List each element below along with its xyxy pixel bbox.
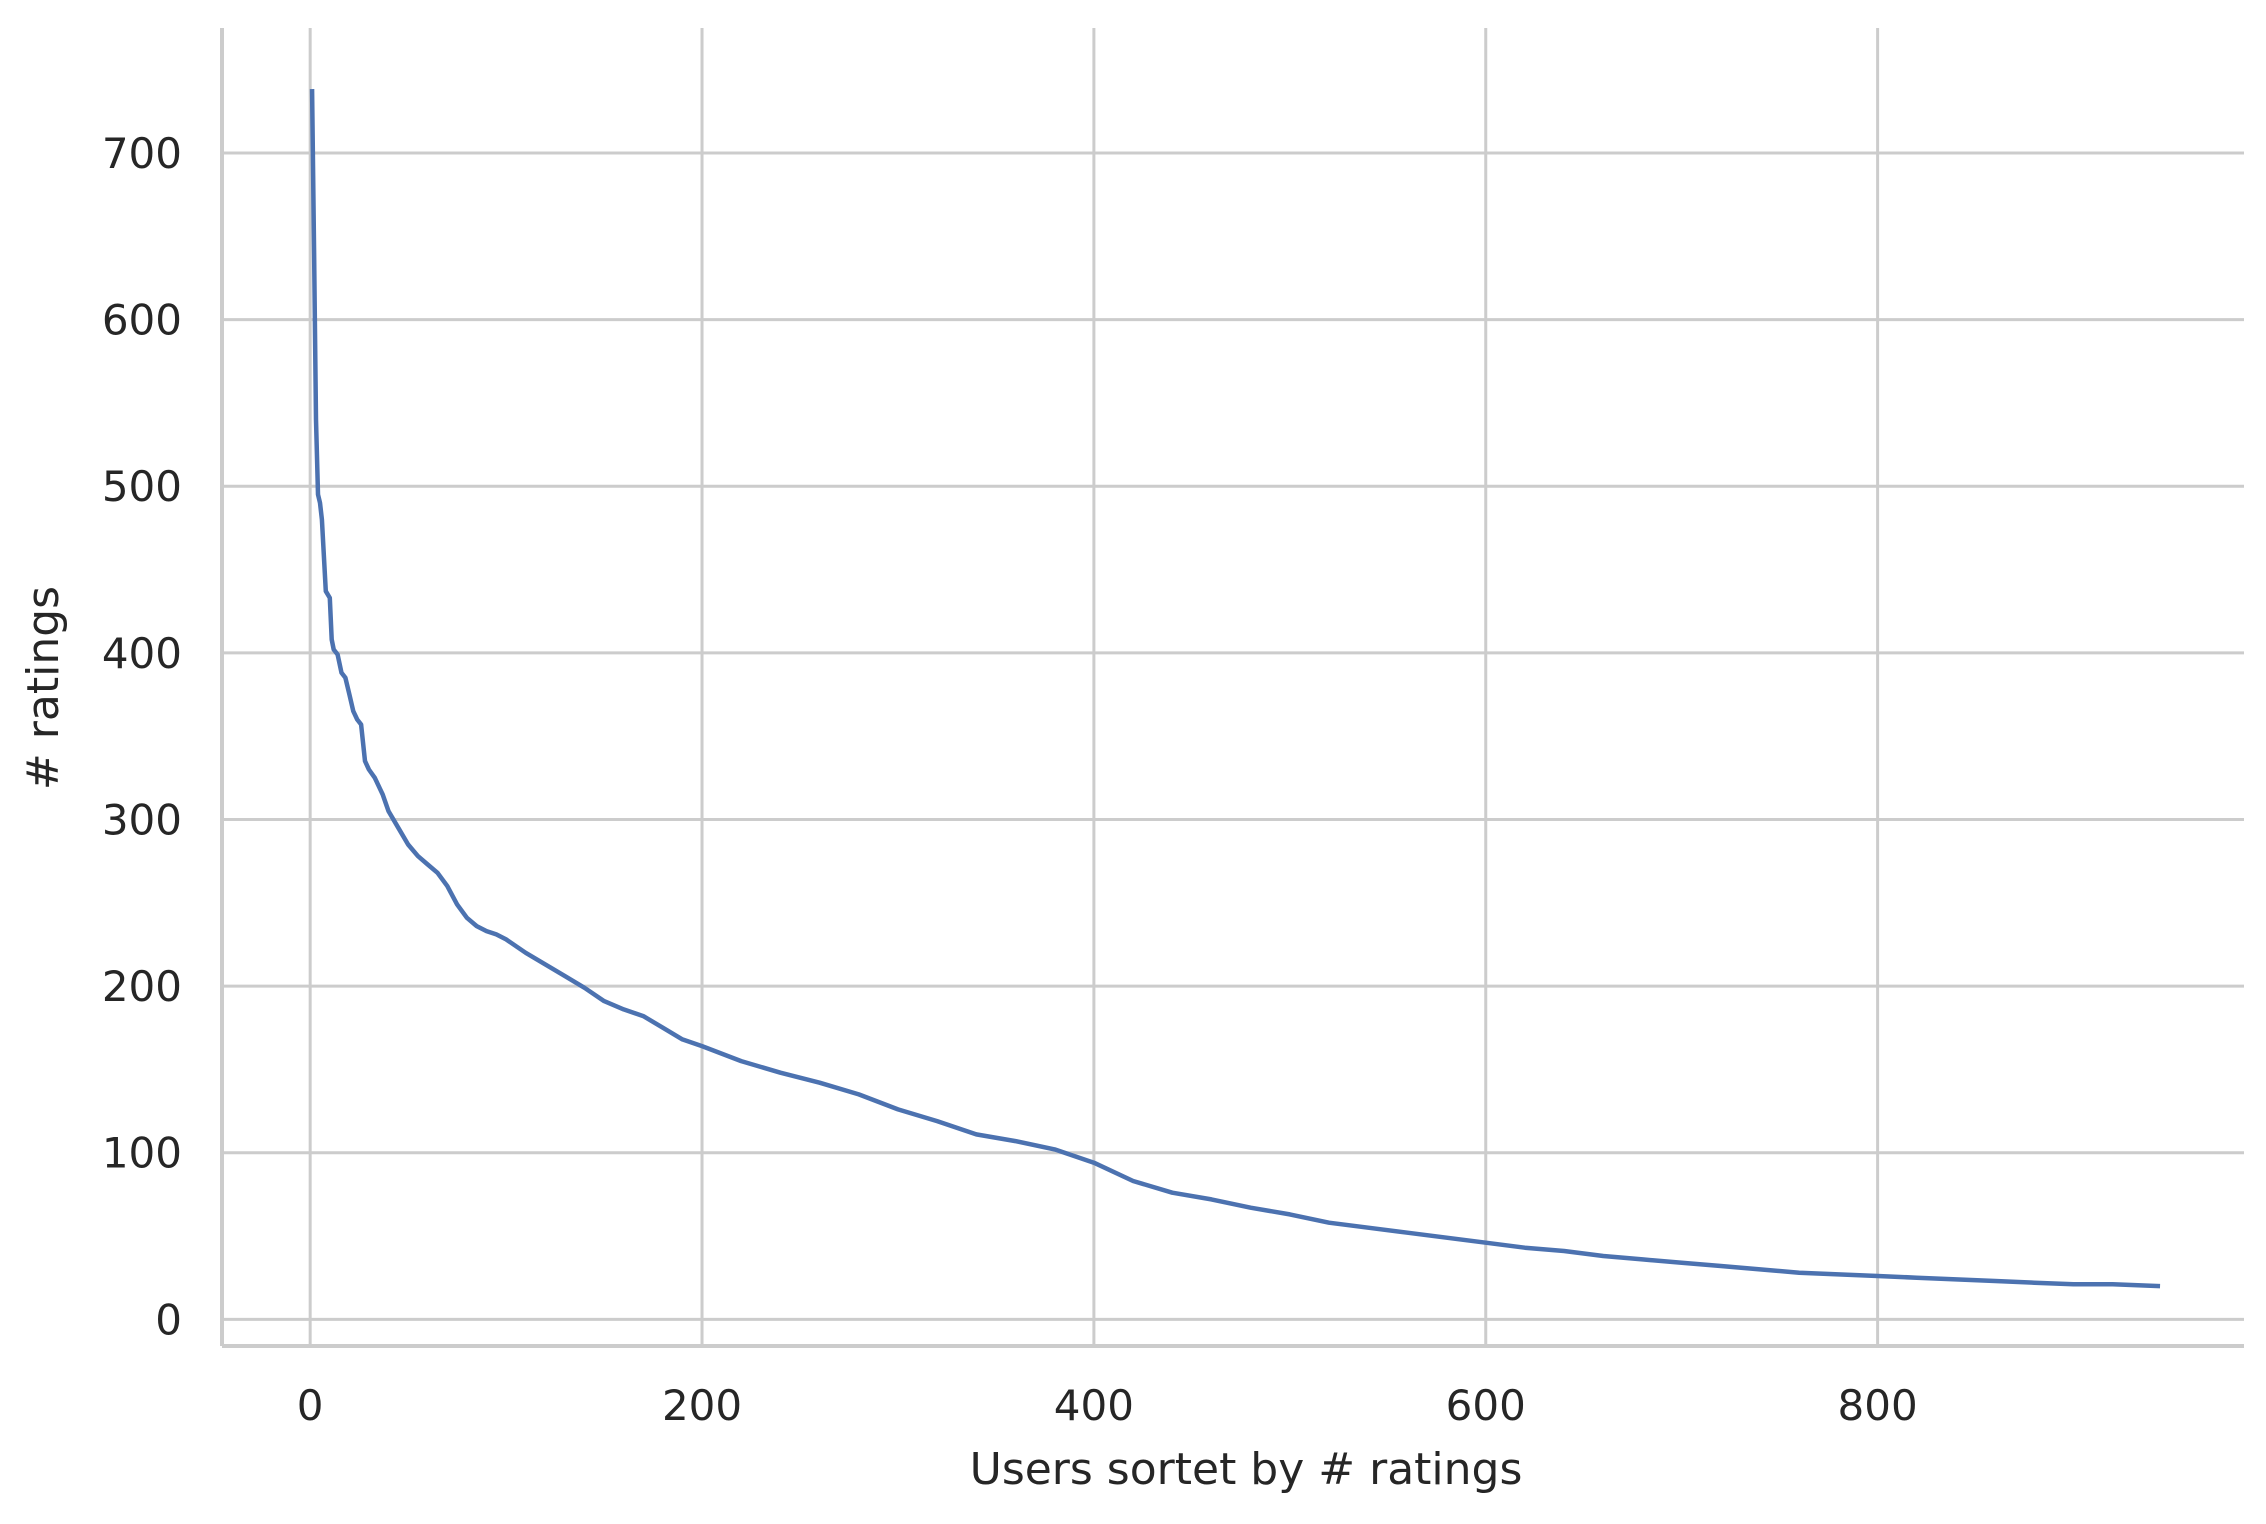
- y-tick-label: 200: [102, 962, 182, 1011]
- grid: [222, 28, 2244, 1346]
- axes: [220, 28, 2244, 1348]
- x-tick-label: 200: [662, 1381, 742, 1430]
- x-tick-label: 400: [1054, 1381, 1134, 1430]
- y-tick-label: 300: [102, 795, 182, 844]
- y-tick-label: 0: [155, 1295, 182, 1344]
- y-axis-label: # ratings: [18, 586, 69, 790]
- series-group: [309, 89, 2161, 1289]
- y-tick-label: 500: [102, 462, 182, 511]
- x-tick-label: 600: [1446, 1381, 1526, 1430]
- x-axis-label: Users sortet by # ratings: [970, 1444, 1523, 1495]
- x-tick-labels: 0 200 400 600 800: [297, 1381, 1918, 1430]
- x-tick-label: 0: [297, 1381, 324, 1430]
- y-tick-label: 700: [102, 129, 182, 178]
- y-tick-labels: 0 100 200 300 400 500 600 700: [102, 129, 182, 1344]
- y-tick-label: 600: [102, 296, 182, 345]
- y-tick-label: 400: [102, 629, 182, 678]
- y-tick-label: 100: [102, 1129, 182, 1178]
- series-line: [309, 89, 2161, 1289]
- x-tick-label: 800: [1838, 1381, 1918, 1430]
